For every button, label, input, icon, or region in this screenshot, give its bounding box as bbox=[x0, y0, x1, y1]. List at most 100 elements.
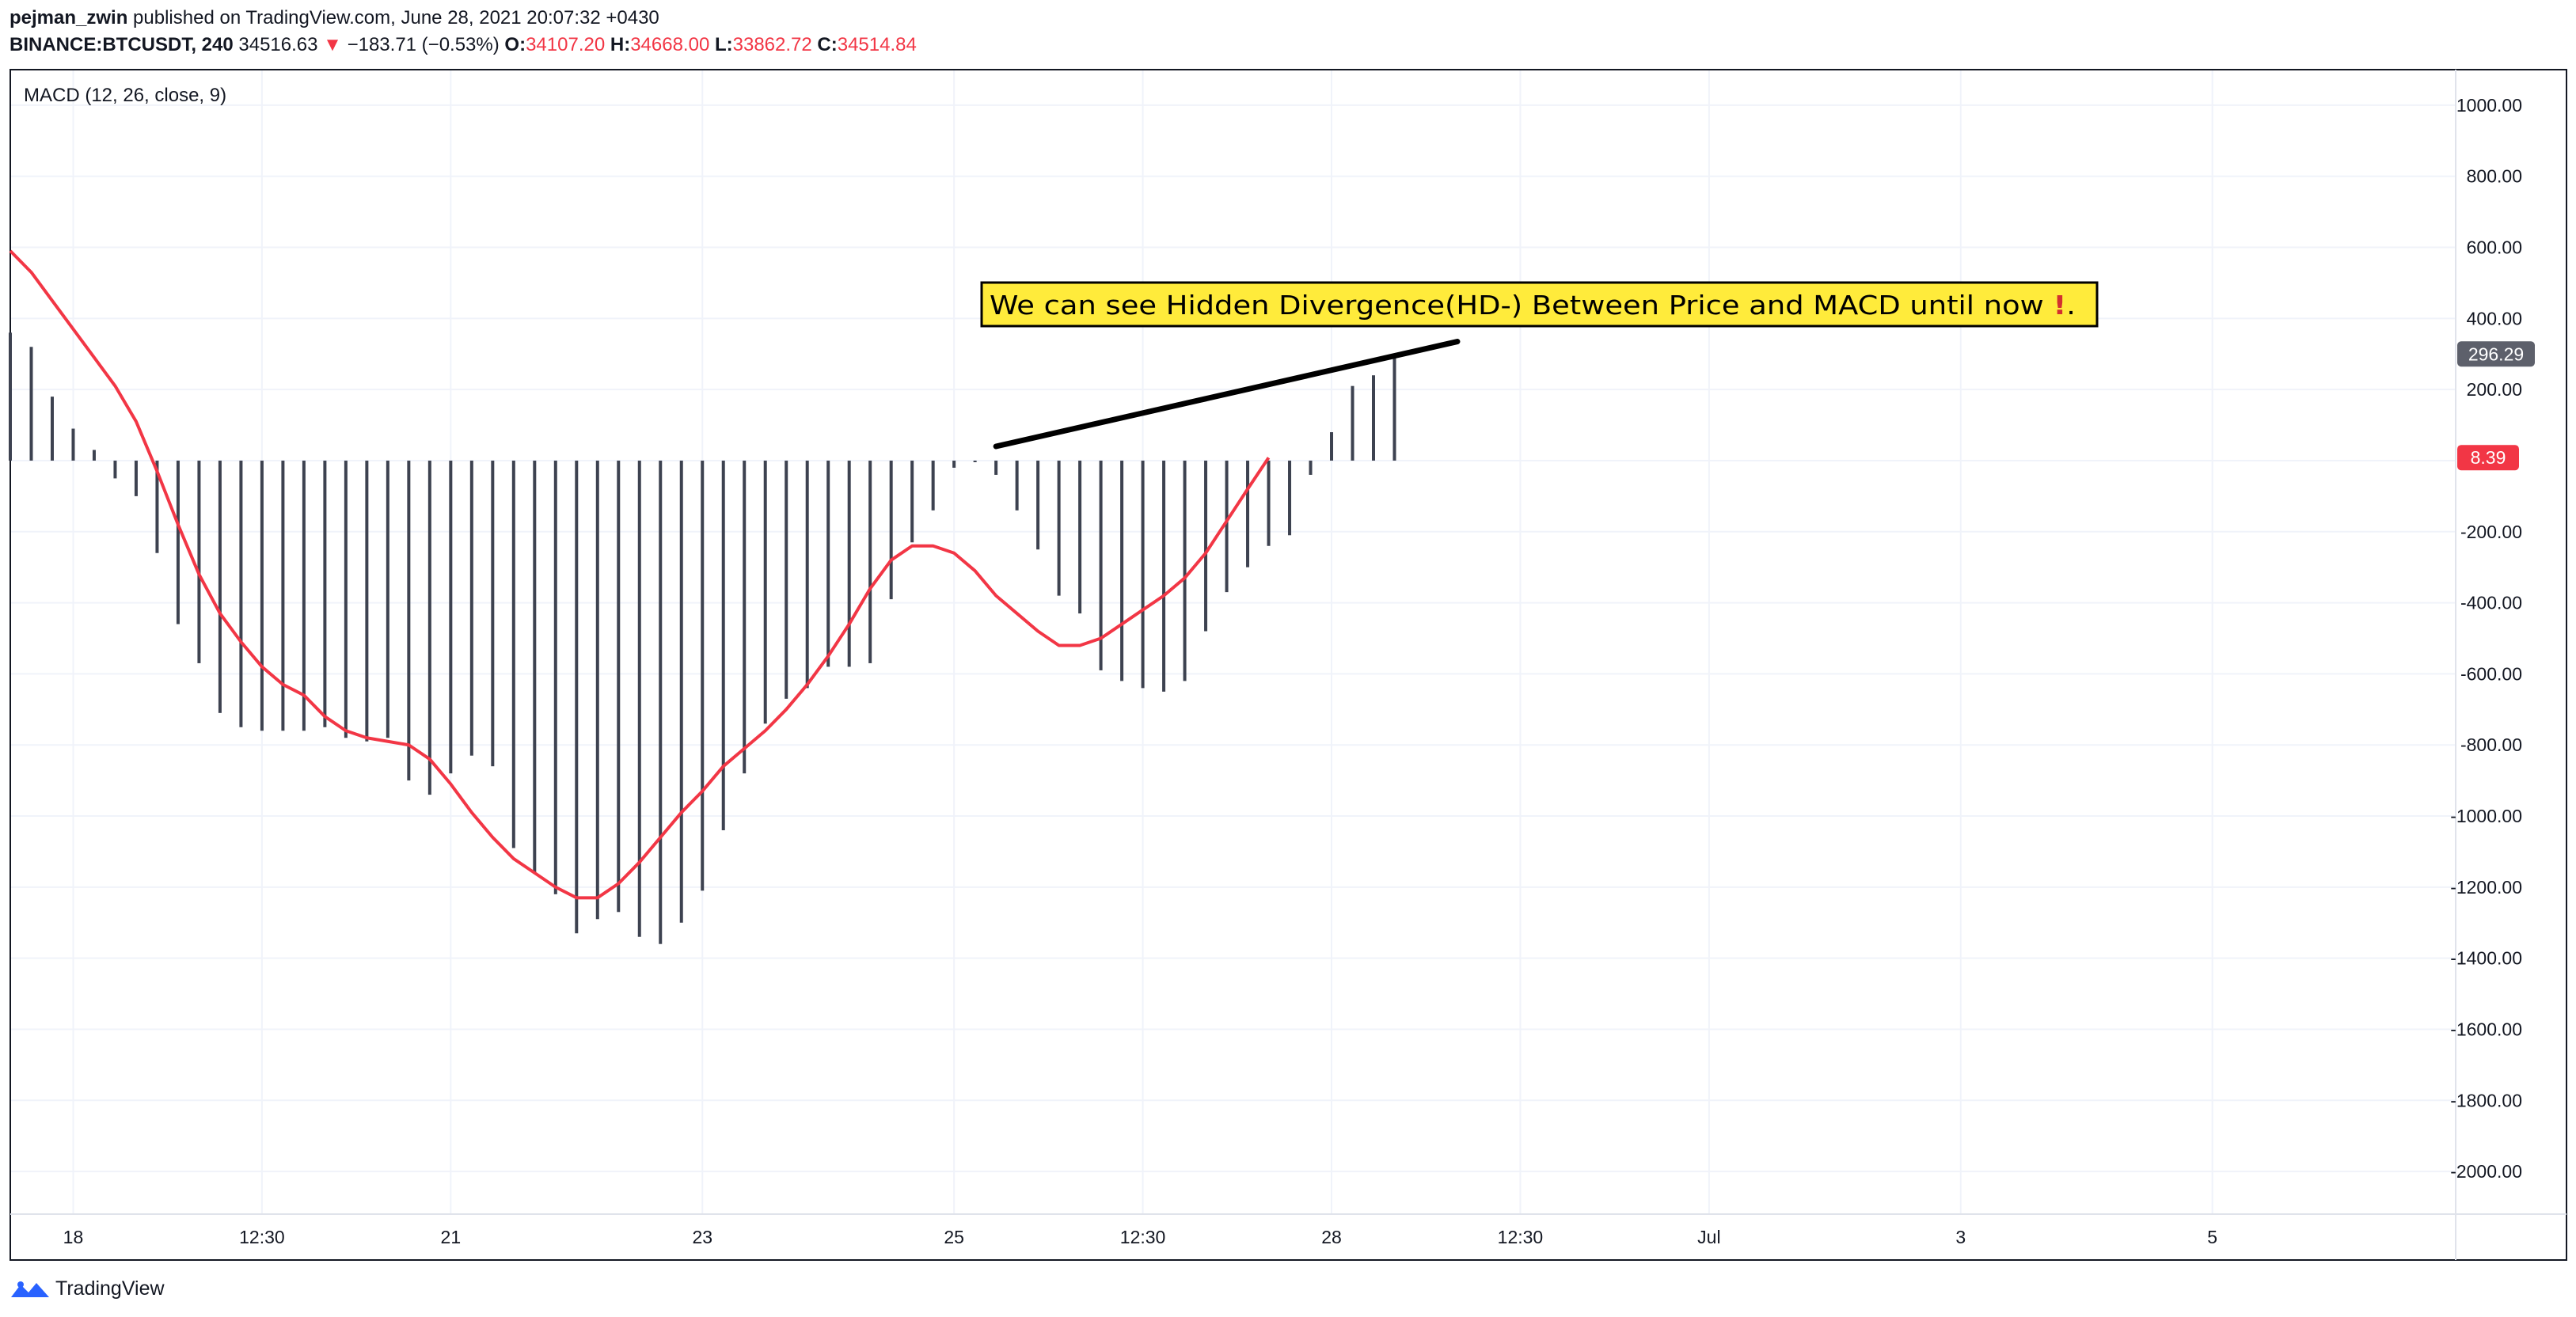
y-tick-label: 1000.00 bbox=[2456, 95, 2522, 116]
histogram-bar bbox=[868, 460, 872, 663]
histogram-bar bbox=[1392, 354, 1396, 461]
histogram-bar bbox=[910, 460, 914, 543]
histogram-bar bbox=[1288, 460, 1292, 536]
histogram-bar bbox=[889, 460, 893, 600]
histogram-bar bbox=[679, 460, 683, 923]
histogram-bar bbox=[785, 460, 788, 699]
histogram-bar bbox=[155, 460, 159, 553]
close-value: 34514.84 bbox=[837, 34, 917, 55]
x-tick-label: Jul bbox=[1697, 1227, 1720, 1247]
publish-meta: published on TradingView.com, June 28, 2… bbox=[133, 7, 659, 28]
histogram-bar bbox=[617, 460, 621, 913]
histogram-bar bbox=[1015, 460, 1019, 510]
x-tick-label: 5 bbox=[2207, 1227, 2217, 1247]
high-label: H: bbox=[610, 34, 631, 55]
histogram-bar bbox=[952, 460, 956, 468]
y-tick-label: -800.00 bbox=[2460, 734, 2522, 755]
annotation-period: . bbox=[2066, 290, 2076, 321]
histogram-bar bbox=[491, 460, 495, 767]
publish-info: pejman_zwin published on TradingView.com… bbox=[9, 6, 659, 30]
y-tick-label: -1400.00 bbox=[2450, 948, 2522, 969]
price-axis[interactable]: 1000.00 800.00 600.00 400.00 200.00 -200.00 -4… bbox=[2450, 95, 2522, 1182]
grid bbox=[10, 70, 2456, 1214]
histogram-bar bbox=[407, 460, 411, 781]
tradingview-brand: TradingView bbox=[55, 1277, 165, 1300]
annotation-callout[interactable]: We can see Hidden Divergence(HD-) Betwee… bbox=[980, 281, 2099, 328]
histogram-bar bbox=[763, 460, 767, 724]
histogram-bar bbox=[218, 460, 222, 713]
histogram-bar bbox=[511, 460, 515, 848]
histogram-bar bbox=[1371, 375, 1375, 461]
close-label: C: bbox=[817, 34, 838, 55]
histogram-bar bbox=[1183, 460, 1187, 681]
histogram-bar bbox=[469, 460, 473, 756]
x-tick-label: 25 bbox=[944, 1227, 964, 1247]
y-tick-label: 200.00 bbox=[2467, 379, 2522, 400]
high-value: 34668.00 bbox=[630, 34, 710, 55]
x-tick-label: 12:30 bbox=[1120, 1227, 1166, 1247]
histogram-bar bbox=[302, 460, 306, 731]
histogram-bar bbox=[743, 460, 747, 774]
histogram-bar bbox=[659, 460, 663, 944]
histogram-bar bbox=[260, 460, 264, 731]
histogram-bar bbox=[1204, 460, 1208, 632]
trend-line[interactable] bbox=[993, 339, 1461, 450]
symbol-label: BINANCE:BTCUSDT, 240 bbox=[9, 34, 234, 55]
tradingview-logo-icon bbox=[11, 1281, 49, 1297]
histogram-bar bbox=[575, 460, 579, 934]
signal-line bbox=[9, 249, 1271, 900]
author-name[interactable]: pejman_zwin bbox=[9, 7, 128, 28]
x-tick-label: 3 bbox=[1955, 1227, 1966, 1247]
time-axis[interactable]: 18 12:30 21 23 25 12:30 28 12:30 Jul 3 5 bbox=[63, 1227, 2217, 1247]
x-tick-label: 12:30 bbox=[239, 1227, 285, 1247]
histogram-bar bbox=[826, 460, 830, 667]
y-tick-label: 800.00 bbox=[2467, 166, 2522, 187]
symbol-info: BINANCE:BTCUSDT, 240 34516.63 ▼ −183.71 … bbox=[9, 33, 917, 57]
histogram-bar bbox=[29, 347, 33, 461]
histogram-bar bbox=[1246, 460, 1250, 567]
histogram-bar bbox=[176, 460, 180, 624]
histogram-bar bbox=[1225, 460, 1229, 593]
histogram-bar bbox=[1309, 460, 1313, 475]
histogram-bar bbox=[553, 460, 557, 894]
y-tick-label: -600.00 bbox=[2460, 663, 2522, 684]
x-tick-label: 18 bbox=[63, 1227, 84, 1247]
open-label: O: bbox=[504, 34, 526, 55]
histogram-series bbox=[9, 332, 1396, 944]
open-value: 34107.20 bbox=[526, 34, 606, 55]
footer[interactable]: TradingView bbox=[9, 1274, 165, 1303]
y-tick-label: -1000.00 bbox=[2450, 806, 2522, 826]
histogram-bar bbox=[994, 460, 998, 475]
histogram-bar bbox=[1351, 385, 1354, 461]
y-tick-label: -2000.00 bbox=[2450, 1161, 2522, 1182]
histogram-bar bbox=[365, 460, 369, 742]
histogram-bar bbox=[386, 460, 389, 738]
last-price: 34516.63 bbox=[238, 34, 318, 55]
histogram-bar bbox=[1057, 460, 1061, 596]
x-tick-label: 28 bbox=[1321, 1227, 1342, 1247]
y-tick-label: -1200.00 bbox=[2450, 877, 2522, 898]
price-change: −183.71 (−0.53%) bbox=[347, 34, 500, 55]
histogram-bar bbox=[1162, 460, 1166, 692]
x-tick-label: 12:30 bbox=[1498, 1227, 1544, 1247]
histogram-bar bbox=[71, 428, 75, 461]
histogram-bar bbox=[113, 460, 117, 479]
indicator-label: MACD (12, 26, close, 9) bbox=[24, 85, 226, 106]
signal-last-value-badge: 8.39 bbox=[2457, 445, 2519, 471]
histogram-bar bbox=[323, 460, 327, 727]
histogram-bar bbox=[1141, 460, 1145, 689]
histogram-bar bbox=[595, 460, 599, 920]
histogram-last-value: 296.29 bbox=[2468, 343, 2524, 364]
histogram-bar bbox=[449, 460, 453, 774]
histogram-bar bbox=[847, 460, 851, 667]
histogram-bar bbox=[805, 460, 809, 689]
histogram-bar bbox=[281, 460, 285, 731]
y-tick-label: -400.00 bbox=[2460, 593, 2522, 613]
y-tick-label: -200.00 bbox=[2460, 522, 2522, 542]
histogram-bar bbox=[344, 460, 348, 738]
histogram-bar bbox=[1078, 460, 1082, 614]
low-value: 33862.72 bbox=[732, 34, 812, 55]
histogram-bar bbox=[92, 450, 96, 461]
annotation-message: We can see Hidden Divergence(HD-) Betwee… bbox=[990, 290, 2053, 321]
